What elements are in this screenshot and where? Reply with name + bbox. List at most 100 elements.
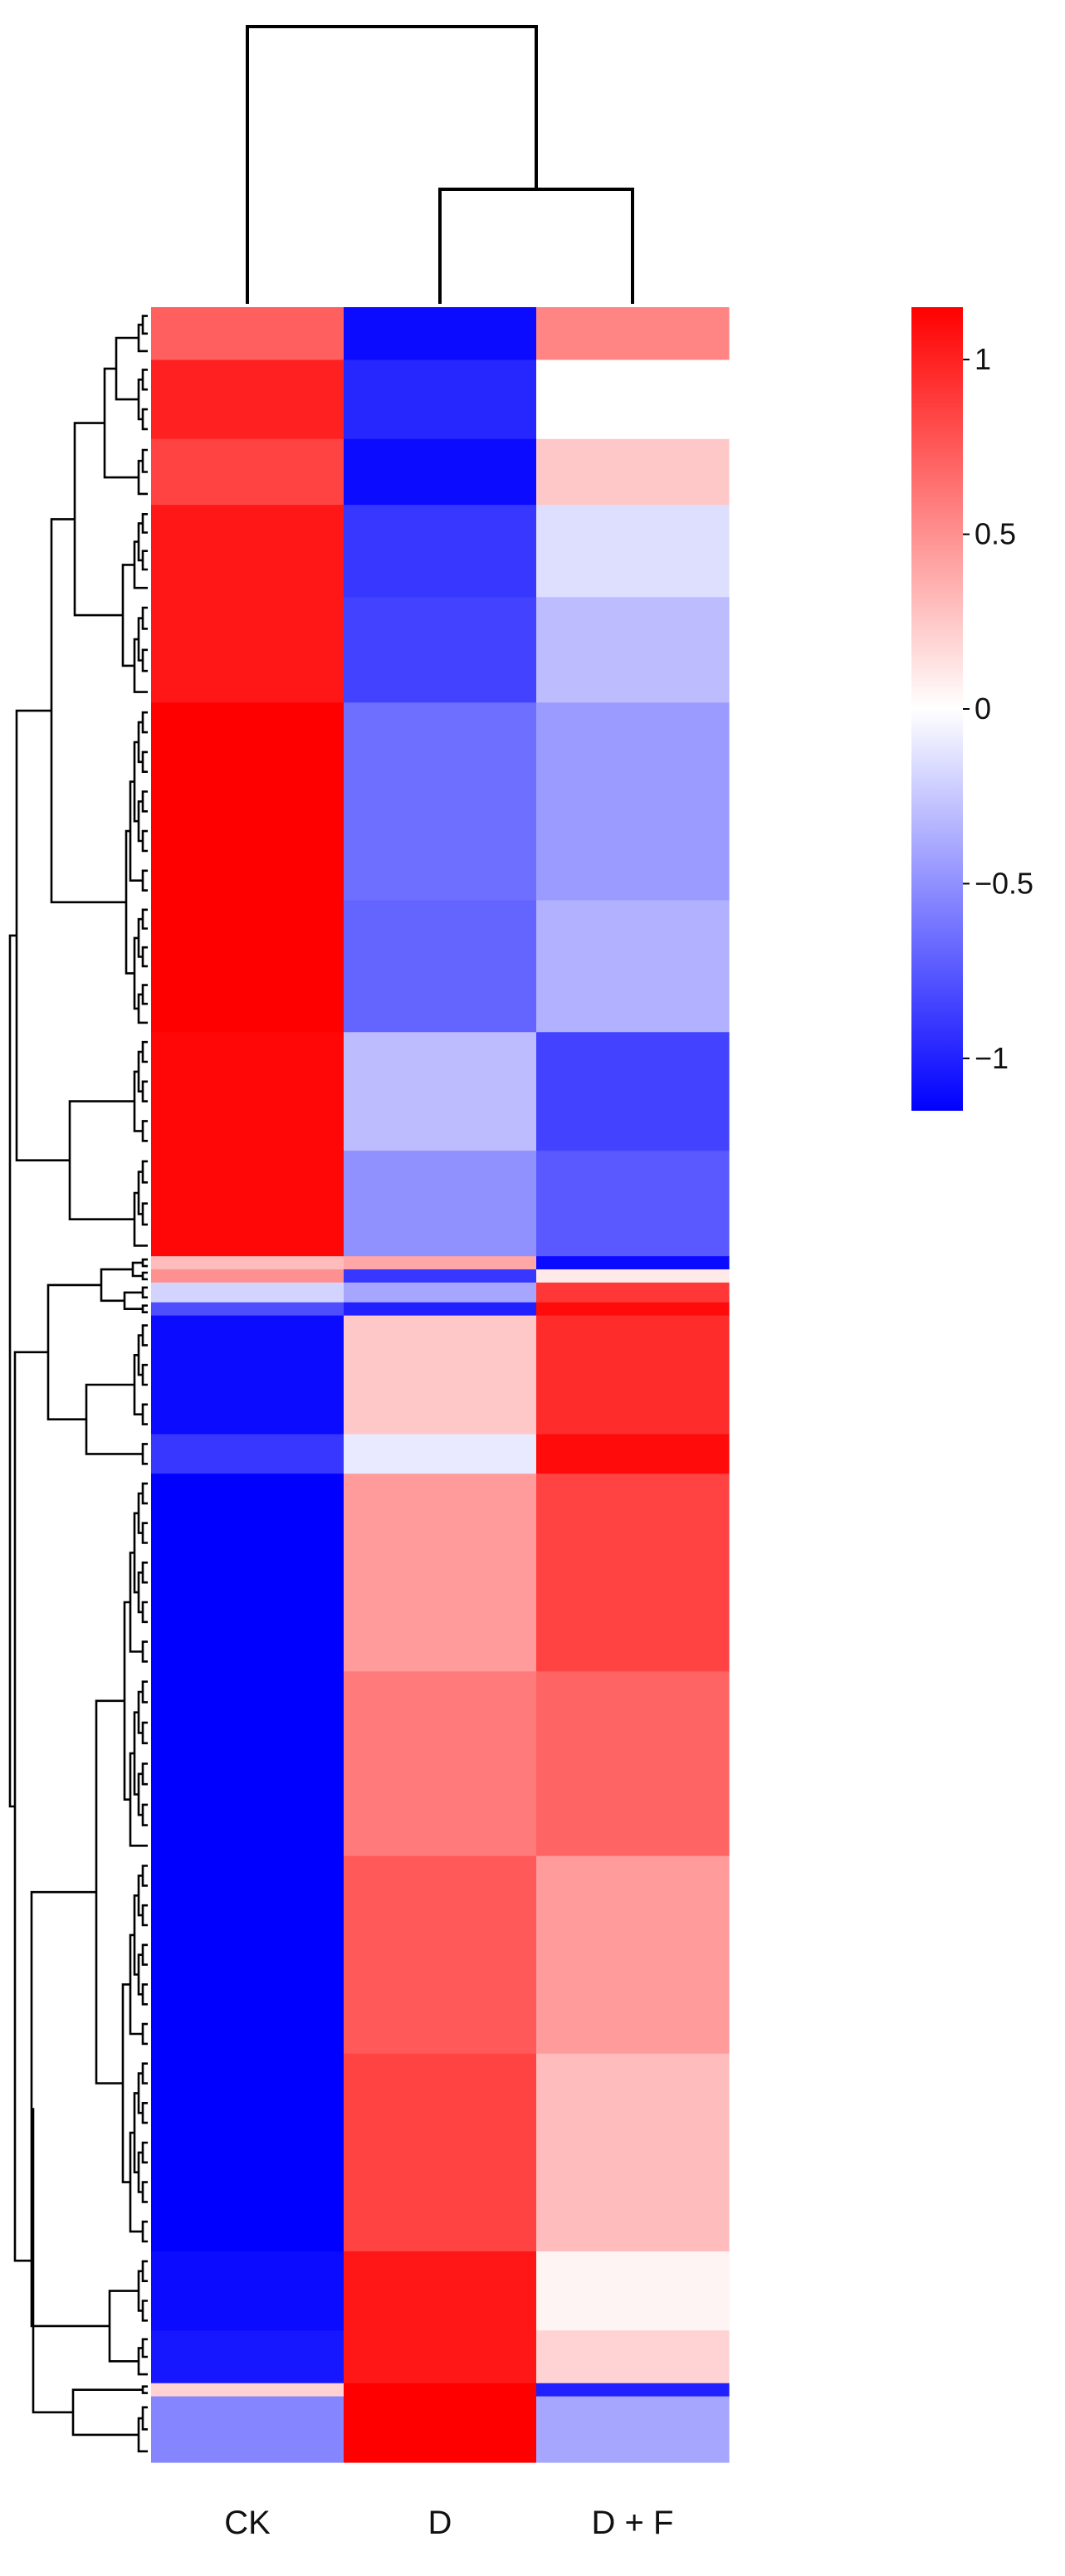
row-dendrogram-link-66 <box>141 1865 148 1887</box>
row-dendrogram-link-104 <box>46 1283 101 1420</box>
heatmap-cell-21-0 <box>151 2383 344 2398</box>
heatmap-cell-4-2 <box>536 597 730 703</box>
heatmap-cell-1-0 <box>151 359 344 440</box>
heatmap-cell-15-1 <box>344 1474 537 1672</box>
column-label-0: CK <box>224 2505 271 2541</box>
row-dendrogram-link-50 <box>141 1522 148 1544</box>
row-dendrogram-link-49 <box>141 1482 148 1505</box>
row-dendrogram-link-101 <box>123 1291 143 1310</box>
heatmap-cell-19-2 <box>536 2251 730 2331</box>
column-dendrogram-link-root <box>246 25 538 304</box>
row-dendrogram-link-0 <box>141 315 148 335</box>
row-dendrogram-link-17 <box>141 790 148 813</box>
heatmap-cell-1-1 <box>344 359 537 440</box>
heatmap-cell-11-1 <box>344 1282 537 1303</box>
heatmap-cell-1-2 <box>536 359 730 440</box>
heatmap-cell-11-2 <box>536 1282 730 1303</box>
heatmap-cell-14-0 <box>151 1434 344 1474</box>
row-dendrogram-link-87 <box>141 2338 148 2358</box>
row-dendrogram-link-3 <box>141 408 148 431</box>
row-dendrogram-link-15 <box>141 711 148 734</box>
row-dendrogram-link-94 <box>121 564 134 667</box>
heatmap-cell-20-1 <box>344 2330 537 2384</box>
heatmap-cell-16-1 <box>344 1671 537 1857</box>
row-dendrogram-link-26 <box>141 984 148 1005</box>
heatmap-cell-16-2 <box>536 1671 730 1857</box>
row-dendrogram-link-25 <box>141 946 148 968</box>
row-dendrogram-link-77 <box>141 2141 148 2164</box>
row-dendrogram-link-51 <box>141 1562 148 1584</box>
row-dendrogram-link-16 <box>141 750 148 773</box>
heatmap-cell-14-1 <box>344 1434 537 1474</box>
row-dendrogram-link-5 <box>141 448 148 473</box>
heatmap-cell-7-0 <box>151 1032 344 1151</box>
heatmap-cell-6-0 <box>151 900 344 1033</box>
row-dendrogram-link-90 <box>141 2406 148 2431</box>
row-dendrogram-link-89 <box>141 2385 148 2394</box>
row-dendrogram-link-35 <box>141 1160 148 1184</box>
heatmap-cell-14-2 <box>536 1434 730 1474</box>
heatmap-cell-17-1 <box>344 1855 537 2055</box>
row-dendrogram-link-106 <box>121 1983 130 2183</box>
heatmap-cell-7-2 <box>536 1032 730 1151</box>
colorbar-tick-label-1: 0.5 <box>975 517 1016 551</box>
heatmap-cell-2-0 <box>151 438 344 506</box>
heatmap-cell-21-2 <box>536 2383 730 2398</box>
row-dendrogram-link-92 <box>115 336 139 401</box>
row-dendrogram-link-85 <box>141 2300 148 2322</box>
row-dendrogram-link-36 <box>141 1202 148 1226</box>
row-dendrogram-link-61 <box>141 1803 148 1826</box>
heatmap-cell-22-0 <box>151 2396 344 2463</box>
heatmap-cell-16-0 <box>151 1671 344 1857</box>
colorbar-tick-label-0: 1 <box>975 342 991 376</box>
row-dendrogram-link-109 <box>30 1890 110 2328</box>
row-dendrogram <box>8 315 148 2453</box>
heatmap-cell-18-0 <box>151 2053 344 2252</box>
heatmap-cell-15-0 <box>151 1474 344 1672</box>
row-dendrogram-link-52 <box>141 1601 148 1624</box>
heatmap-cell-22-2 <box>536 2396 730 2463</box>
colorbar-tick-label-4: −1 <box>975 1041 1009 1075</box>
row-dendrogram-link-53 <box>141 1640 148 1663</box>
row-dendrogram-link-78 <box>141 2181 148 2203</box>
colorbar-gradient <box>911 307 963 1111</box>
heatmap-cell-6-1 <box>344 900 537 1033</box>
row-dendrogram-link-69 <box>141 1983 148 2006</box>
row-dendrogram-link-24 <box>141 908 148 930</box>
heatmap-cell-12-0 <box>151 1302 344 1317</box>
row-dendrogram-link-23 <box>129 780 143 882</box>
row-dendrogram-link-74 <box>129 1933 143 2036</box>
row-dendrogram-link-32 <box>141 1120 148 1142</box>
heatmap-cell-4-0 <box>151 597 344 703</box>
heatmap-cell-9-2 <box>536 1256 730 1270</box>
row-dendrogram-link-18 <box>141 829 148 853</box>
row-dendrogram-link-113 <box>8 934 17 1808</box>
row-dendrogram-link-70 <box>141 2022 148 2046</box>
heatmap-cells <box>151 307 730 2463</box>
row-dendrogram-link-83 <box>129 2131 143 2233</box>
row-dendrogram-link-42 <box>141 1304 148 1313</box>
heatmap-cell-10-0 <box>151 1269 344 1283</box>
row-dendrogram-link-19 <box>141 869 148 892</box>
heatmap-cell-5-2 <box>536 702 730 902</box>
row-dendrogram-link-100 <box>131 1261 143 1278</box>
heatmap-cell-19-0 <box>151 2251 344 2331</box>
heatmap-cell-0-2 <box>536 307 730 361</box>
heatmap-cell-8-1 <box>344 1151 537 1257</box>
row-dendrogram-link-93 <box>103 367 139 479</box>
column-labels: CK D D + F <box>224 2505 673 2541</box>
heatmap-cell-8-0 <box>151 1151 344 1257</box>
row-dendrogram-link-12 <box>141 648 148 672</box>
heatmap-cell-15-2 <box>536 1474 730 1672</box>
row-dendrogram-link-57 <box>129 1552 143 1653</box>
row-dendrogram-link-58 <box>141 1680 148 1703</box>
row-dendrogram-link-95 <box>73 422 123 617</box>
row-dendrogram-link-30 <box>141 1040 148 1063</box>
column-dendrogram-link-d-df <box>438 188 634 304</box>
heatmap-cell-13-2 <box>536 1315 730 1435</box>
row-dendrogram-link-8 <box>141 550 148 571</box>
row-dendrogram-link-108 <box>108 2290 139 2363</box>
colorbar: 1 0.5 0 −0.5 −1 <box>911 307 1033 1111</box>
row-dendrogram-link-110 <box>71 2388 143 2437</box>
heatmap-cell-3-2 <box>536 505 730 598</box>
